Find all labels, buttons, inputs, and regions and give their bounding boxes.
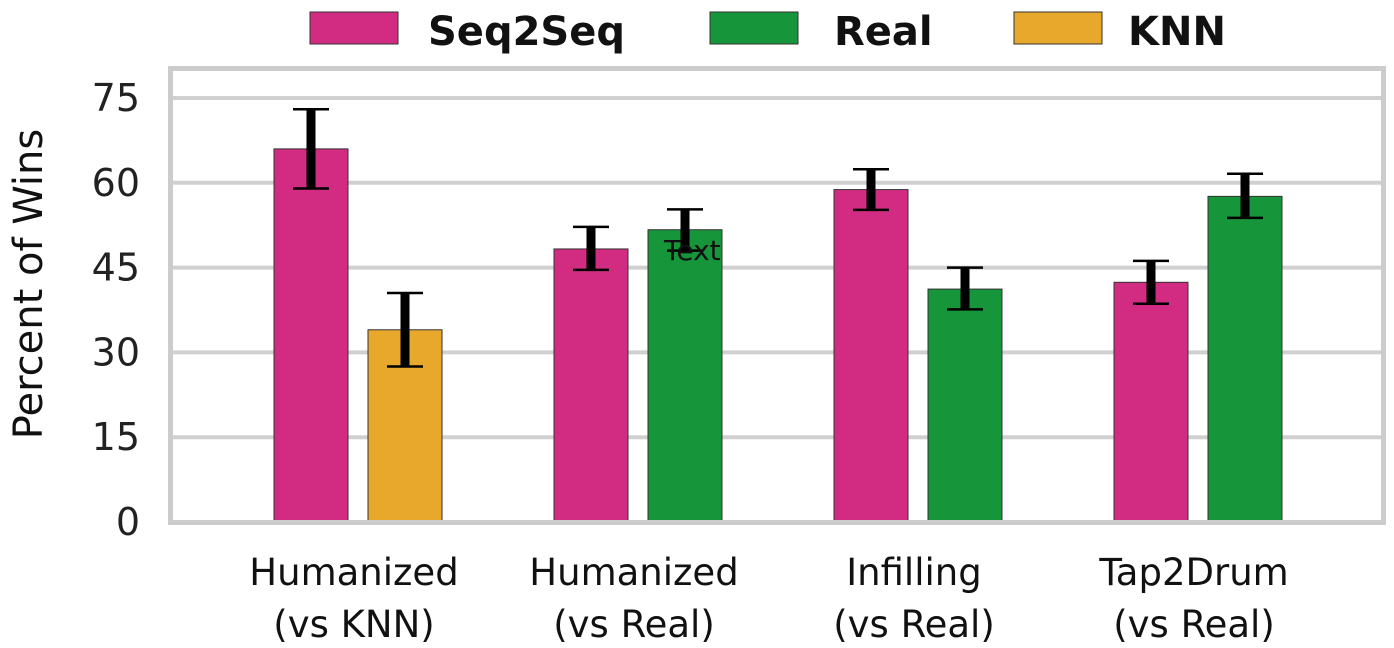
legend-label-knn: KNN <box>1128 9 1226 55</box>
bar-real <box>1207 195 1283 523</box>
x-category-label: Infilling <box>846 551 981 594</box>
legend-swatch-real <box>709 11 799 45</box>
annotation-text: Text <box>663 234 721 267</box>
legend-swatch-knn <box>1013 11 1103 45</box>
bar-seq2seq <box>1113 281 1189 523</box>
bar-seq2seq <box>833 189 909 523</box>
bar-real <box>927 288 1003 523</box>
bar-real <box>647 229 723 523</box>
bars <box>273 148 1283 523</box>
x-category-label: Humanized <box>249 551 458 594</box>
x-category-sublabel: (vs Real) <box>553 603 715 646</box>
y-tick-label: 0 <box>116 500 140 544</box>
y-axis-title: Percent of Wins <box>6 129 52 439</box>
x-category-label: Tap2Drum <box>1098 551 1288 594</box>
y-tick-label: 15 <box>92 415 140 459</box>
y-tick-label: 60 <box>92 161 140 205</box>
error-bars <box>293 108 1263 368</box>
bar-seq2seq <box>553 248 629 523</box>
x-category-label: Humanized <box>529 551 738 594</box>
y-tick-labels: 0 15 30 45 60 75 <box>92 76 140 544</box>
x-category-sublabel: (vs Real) <box>833 603 995 646</box>
legend-label-seq2seq: Seq2Seq <box>428 9 625 55</box>
gridlines <box>173 96 1381 524</box>
legend-label-real: Real <box>834 9 933 55</box>
x-category-labels: Humanized (vs KNN) Humanized (vs Real) Infil… <box>249 551 1288 646</box>
y-tick-label: 30 <box>92 330 140 374</box>
bar-seq2seq <box>273 148 349 523</box>
x-category-sublabel: (vs KNN) <box>273 603 434 646</box>
y-tick-label: 45 <box>92 246 140 290</box>
plot-frame <box>168 66 1386 525</box>
x-category-sublabel: (vs Real) <box>1113 603 1275 646</box>
legend-swatch-seq2seq <box>309 11 399 45</box>
y-tick-label: 75 <box>92 76 140 120</box>
legend: Seq2Seq Real KNN <box>309 9 1226 55</box>
